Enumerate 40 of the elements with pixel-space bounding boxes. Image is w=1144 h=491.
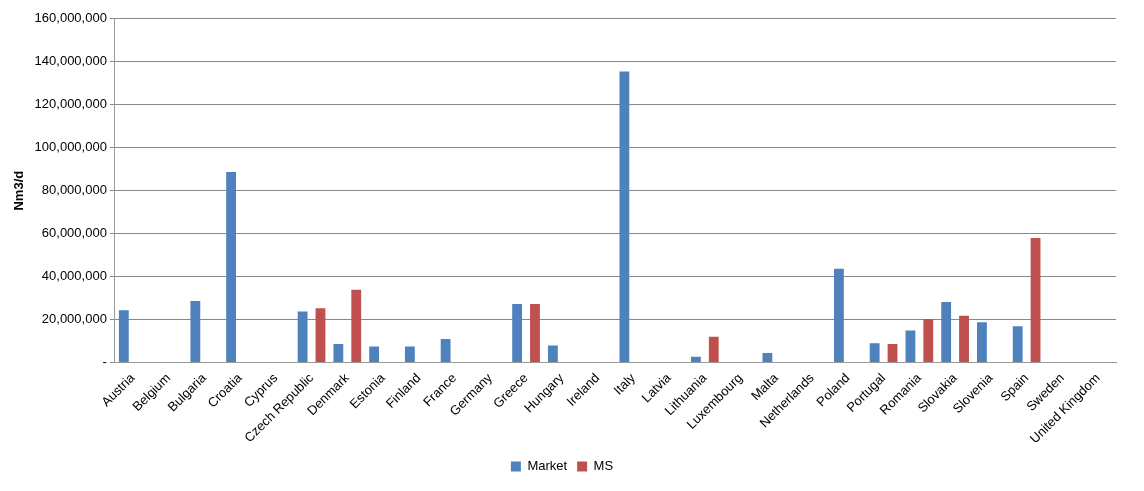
bar bbox=[869, 343, 880, 363]
bar bbox=[708, 336, 719, 363]
y-tick-label: 120,000,000 bbox=[34, 96, 107, 112]
bar bbox=[1030, 237, 1041, 363]
y-tick-label: 160,000,000 bbox=[34, 10, 107, 26]
bar bbox=[977, 322, 987, 363]
y-tick-label: 60,000,000 bbox=[41, 225, 107, 241]
bar bbox=[333, 344, 344, 363]
x-tick-label: Italy bbox=[610, 369, 639, 398]
y-tick-label: 100,000,000 bbox=[34, 139, 107, 155]
bar bbox=[512, 303, 523, 363]
bar bbox=[923, 318, 934, 363]
y-tick-label: 20,000,000 bbox=[41, 311, 107, 327]
y-tick-label: 140,000,000 bbox=[34, 53, 107, 69]
y-tick-label: 80,000,000 bbox=[41, 182, 107, 198]
bar bbox=[190, 300, 201, 363]
y-axis-title: Nm3/d bbox=[11, 170, 27, 211]
legend-label: Market bbox=[527, 458, 568, 474]
bar bbox=[833, 268, 844, 363]
bar bbox=[530, 303, 540, 363]
bar bbox=[118, 310, 129, 363]
bar bbox=[297, 311, 308, 363]
bar bbox=[619, 71, 630, 363]
bar bbox=[690, 356, 701, 363]
bar bbox=[315, 308, 326, 363]
bar bbox=[351, 289, 362, 363]
bar bbox=[959, 315, 969, 363]
bar bbox=[369, 346, 380, 363]
bar bbox=[404, 346, 415, 363]
bar bbox=[905, 330, 916, 363]
y-tick-label: - bbox=[102, 354, 107, 370]
bar bbox=[547, 345, 558, 363]
bar bbox=[226, 171, 237, 363]
bar bbox=[1012, 326, 1023, 363]
bar bbox=[941, 301, 952, 363]
bar bbox=[440, 338, 451, 363]
legend-label: MS bbox=[593, 458, 614, 474]
bar bbox=[887, 344, 898, 363]
bar bbox=[762, 352, 773, 363]
y-tick-label: 40,000,000 bbox=[41, 268, 107, 284]
